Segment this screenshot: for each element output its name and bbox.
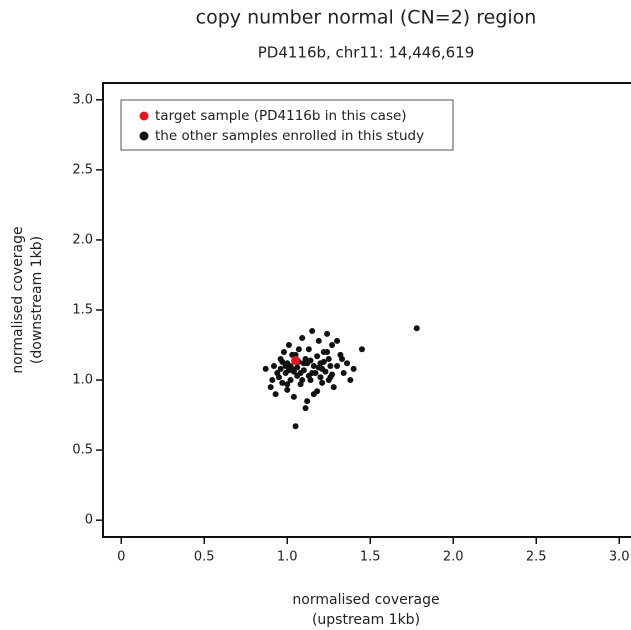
data-point bbox=[329, 371, 336, 378]
x-tick-label: 2.0 bbox=[443, 550, 464, 565]
y-tick-label: 1.5 bbox=[72, 303, 93, 318]
legend-marker bbox=[139, 131, 149, 141]
data-point bbox=[284, 386, 291, 393]
data-point bbox=[329, 342, 336, 349]
legend-marker bbox=[139, 111, 149, 121]
data-point bbox=[334, 337, 341, 344]
data-point bbox=[324, 349, 331, 356]
data-point bbox=[269, 377, 276, 384]
data-point bbox=[315, 364, 322, 371]
legend-label: target sample (PD4116b in this case) bbox=[155, 108, 407, 124]
data-point bbox=[280, 349, 287, 356]
data-point bbox=[325, 356, 332, 363]
data-point bbox=[290, 368, 297, 375]
data-point bbox=[310, 391, 317, 398]
data-point bbox=[325, 377, 332, 384]
data-point bbox=[294, 364, 301, 371]
data-point bbox=[300, 360, 307, 367]
data-point bbox=[320, 358, 327, 365]
data-point bbox=[319, 379, 326, 386]
data-point bbox=[344, 360, 351, 367]
x-tick-label: 2.5 bbox=[526, 550, 547, 565]
data-point bbox=[272, 391, 279, 398]
data-point bbox=[314, 353, 321, 360]
chart-title: copy number normal (CN=2) region bbox=[196, 7, 537, 29]
x-tick-label: 0 bbox=[117, 550, 125, 565]
legend-box bbox=[120, 99, 454, 151]
data-point bbox=[295, 346, 302, 353]
data-point bbox=[287, 377, 294, 384]
data-point bbox=[309, 328, 316, 335]
legend-label: the other samples enrolled in this study bbox=[155, 128, 424, 144]
data-point bbox=[267, 384, 274, 391]
data-point bbox=[340, 370, 347, 377]
data-point bbox=[297, 370, 304, 377]
x-tick-label: 3.0 bbox=[609, 550, 630, 565]
data-point bbox=[262, 365, 269, 372]
y-tick-label: 0 bbox=[85, 513, 93, 528]
data-point bbox=[347, 377, 354, 384]
data-point bbox=[334, 363, 341, 370]
data-point bbox=[305, 372, 312, 379]
data-point bbox=[310, 363, 317, 370]
data-point bbox=[302, 405, 309, 412]
data-point bbox=[327, 363, 334, 370]
y-tick-label: 0.5 bbox=[72, 443, 93, 458]
data-point bbox=[315, 337, 322, 344]
data-point bbox=[304, 398, 311, 405]
data-point bbox=[279, 358, 286, 365]
data-point bbox=[330, 384, 337, 391]
data-point bbox=[358, 346, 365, 353]
data-point bbox=[270, 363, 277, 370]
plot-frame bbox=[102, 82, 631, 538]
data-point bbox=[282, 363, 289, 370]
data-point bbox=[307, 357, 314, 364]
x-tick-label: 1.0 bbox=[277, 550, 298, 565]
data-point bbox=[290, 393, 297, 400]
data-point bbox=[291, 355, 301, 365]
data-point bbox=[299, 335, 306, 342]
data-point bbox=[279, 379, 286, 386]
y-tick-label: 2.0 bbox=[72, 232, 93, 247]
y-axis-label: (downstream 1kb) bbox=[29, 236, 45, 364]
x-tick-label: 1.5 bbox=[360, 550, 381, 565]
chart-subtitle: PD4116b, chr11: 14,446,619 bbox=[258, 44, 475, 62]
x-axis-label: normalised coverage bbox=[292, 592, 439, 608]
data-point bbox=[305, 346, 312, 353]
data-point bbox=[292, 423, 299, 430]
x-tick-label: 0.5 bbox=[194, 550, 215, 565]
y-axis-label: normalised coverage bbox=[10, 226, 26, 373]
data-point bbox=[324, 330, 331, 337]
data-point bbox=[277, 365, 284, 372]
data-point bbox=[317, 374, 324, 381]
data-point bbox=[299, 377, 306, 384]
data-point bbox=[339, 356, 346, 363]
data-point bbox=[285, 367, 292, 374]
y-tick-label: 3.0 bbox=[72, 92, 93, 107]
y-tick-label: 1.0 bbox=[72, 373, 93, 388]
y-tick-label: 2.5 bbox=[72, 162, 93, 177]
x-axis-label: (upstream 1kb) bbox=[312, 612, 420, 628]
data-point bbox=[413, 325, 420, 332]
data-point bbox=[350, 365, 357, 372]
data-point bbox=[274, 370, 281, 377]
data-point bbox=[285, 342, 292, 349]
data-point bbox=[284, 381, 291, 388]
